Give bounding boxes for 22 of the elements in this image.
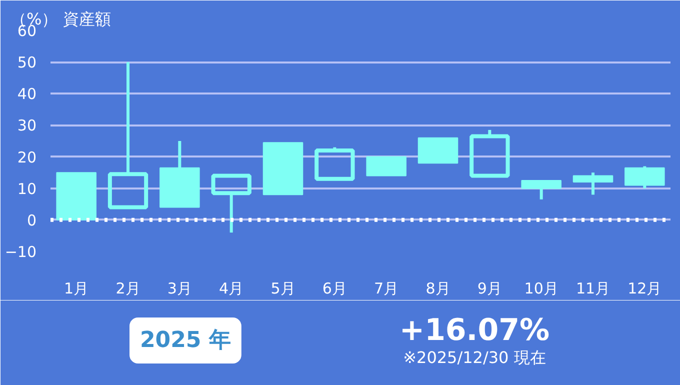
y-tick-label: 0 [26, 211, 37, 230]
x-tick-label: 1月 [64, 280, 89, 298]
x-tick-label: 10月 [524, 280, 558, 298]
x-tick-label: 11月 [576, 280, 610, 298]
y-tick-label: 10 [17, 180, 37, 198]
x-tick-label: 6月 [322, 280, 347, 298]
x-tick-label: 7月 [374, 280, 399, 298]
y-tick-label: 50 [17, 54, 37, 72]
x-tick-label: 9月 [477, 280, 502, 298]
text: +16.07% [399, 313, 550, 348]
x-tick-label: 8月 [426, 280, 450, 298]
x-tick-label: 3月 [167, 280, 192, 298]
text: ※2025/12/30 現在 [403, 348, 546, 367]
text: 2025 年 [140, 328, 231, 353]
x-tick-label: 12月 [628, 280, 662, 298]
x-tick-label: 4月 [219, 280, 244, 298]
x-tick-label: 2月 [116, 280, 140, 298]
y-tick-label: −10 [4, 243, 36, 261]
x-tick-label: 5月 [270, 280, 296, 298]
y-tick-label: 30 [17, 116, 37, 135]
y-tick-label: 40 [17, 85, 37, 104]
y-tick-label: 20 [17, 148, 37, 166]
